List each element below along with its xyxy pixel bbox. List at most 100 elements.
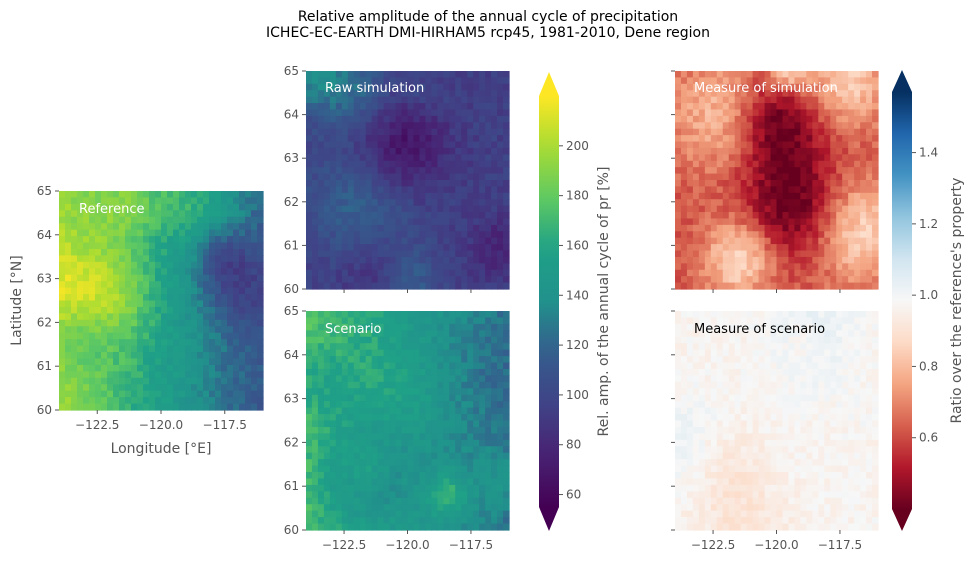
heatmap-cell bbox=[716, 349, 724, 357]
heatmap-cell bbox=[257, 371, 264, 379]
heatmap-cell bbox=[329, 212, 337, 220]
heatmap-cell bbox=[59, 223, 66, 231]
heatmap-cell bbox=[449, 77, 456, 85]
heatmap-cell bbox=[431, 186, 438, 194]
heatmap-cell bbox=[734, 192, 742, 200]
heatmap-cell bbox=[335, 407, 343, 415]
heatmap-cell bbox=[311, 349, 319, 357]
heatmap-cell bbox=[467, 109, 474, 117]
heatmap-cell bbox=[323, 517, 331, 525]
heatmap-cell bbox=[425, 103, 432, 111]
heatmap-cell bbox=[848, 244, 855, 252]
heatmap-cell bbox=[830, 311, 837, 319]
heatmap-cell bbox=[848, 115, 855, 123]
heatmap-cell bbox=[818, 336, 825, 344]
heatmap-cell bbox=[431, 71, 438, 79]
heatmap-cell bbox=[860, 135, 867, 143]
heatmap-cell bbox=[443, 154, 450, 162]
heatmap-cell bbox=[155, 242, 162, 250]
heatmap-cell bbox=[716, 199, 724, 207]
heatmap-cell bbox=[485, 224, 492, 232]
heatmap-cell bbox=[461, 336, 468, 344]
heatmap-cell bbox=[347, 472, 355, 480]
heatmap-cell bbox=[812, 83, 819, 91]
heatmap-cell bbox=[425, 109, 432, 117]
heatmap-cell bbox=[107, 390, 114, 398]
heatmap-cell bbox=[728, 356, 736, 364]
heatmap-cell bbox=[788, 349, 796, 357]
heatmap-cell bbox=[383, 323, 391, 331]
heatmap-cell bbox=[437, 263, 444, 271]
heatmap-cell bbox=[788, 317, 796, 325]
heatmap-cell bbox=[734, 135, 742, 143]
heatmap-cell bbox=[119, 390, 126, 398]
heatmap-cell bbox=[389, 141, 397, 149]
heatmap-cell bbox=[425, 504, 432, 512]
heatmap-cell bbox=[59, 384, 66, 392]
heatmap-cell bbox=[764, 205, 772, 213]
heatmap-cell bbox=[125, 268, 132, 276]
heatmap-cell bbox=[443, 128, 450, 136]
heatmap-cell bbox=[65, 319, 72, 327]
heatmap-cell bbox=[776, 218, 784, 226]
heatmap-cell bbox=[503, 323, 510, 331]
heatmap-cell bbox=[113, 216, 120, 224]
heatmap-cell bbox=[323, 141, 331, 149]
heatmap-cell bbox=[137, 397, 144, 405]
panel-label: Reference bbox=[79, 202, 144, 217]
heatmap-cell bbox=[764, 141, 772, 149]
heatmap-cell bbox=[770, 122, 778, 130]
heatmap-cell bbox=[443, 160, 450, 168]
heatmap-cell bbox=[359, 205, 367, 213]
heatmap-cell bbox=[704, 317, 712, 325]
heatmap-cell bbox=[776, 205, 784, 213]
heatmap-cell bbox=[503, 478, 510, 486]
heatmap-cell bbox=[353, 83, 361, 91]
heatmap-cell bbox=[306, 237, 313, 245]
heatmap-cell bbox=[347, 205, 355, 213]
heatmap-cell bbox=[311, 484, 319, 492]
heatmap-cell bbox=[794, 115, 801, 123]
heatmap-cell bbox=[467, 115, 474, 123]
heatmap-cell bbox=[65, 274, 72, 282]
heatmap-cell bbox=[764, 349, 772, 357]
heatmap-cell bbox=[365, 231, 373, 239]
heatmap-cell bbox=[728, 141, 736, 149]
heatmap-cell bbox=[245, 397, 252, 405]
heatmap-cell bbox=[503, 231, 510, 239]
heatmap-cell bbox=[716, 83, 724, 91]
heatmap-cell bbox=[764, 103, 772, 111]
heatmap-cell bbox=[83, 223, 90, 231]
heatmap-cell bbox=[395, 407, 403, 415]
heatmap-cell bbox=[728, 180, 736, 188]
heatmap-cell bbox=[776, 330, 784, 338]
heatmap-cell bbox=[413, 439, 421, 447]
heatmap-cell bbox=[209, 339, 216, 347]
heatmap-cell bbox=[848, 250, 855, 258]
heatmap-cell bbox=[173, 377, 180, 385]
heatmap-cell bbox=[866, 212, 873, 220]
heatmap-cell bbox=[437, 407, 444, 415]
heatmap-cell bbox=[306, 362, 313, 370]
heatmap-cell bbox=[179, 210, 186, 218]
heatmap-cell bbox=[806, 109, 813, 117]
heatmap-cell bbox=[413, 186, 421, 194]
heatmap-cell bbox=[728, 336, 736, 344]
heatmap-cell bbox=[764, 237, 772, 245]
heatmap-cell bbox=[335, 330, 343, 338]
heatmap-cell bbox=[173, 216, 180, 224]
heatmap-cell bbox=[389, 368, 397, 377]
heatmap-cell bbox=[197, 210, 204, 218]
heatmap-cell bbox=[383, 452, 391, 460]
heatmap-cell bbox=[716, 180, 724, 188]
heatmap-cell bbox=[155, 281, 162, 289]
heatmap-cell bbox=[734, 83, 742, 91]
heatmap-cell bbox=[113, 242, 120, 250]
heatmap-cell bbox=[431, 135, 438, 143]
heatmap-cell bbox=[389, 135, 397, 143]
heatmap-cell bbox=[329, 362, 337, 370]
heatmap-cell bbox=[812, 330, 819, 338]
heatmap-cell bbox=[239, 236, 246, 244]
heatmap-cell bbox=[782, 96, 790, 104]
heatmap-cell bbox=[782, 77, 790, 85]
